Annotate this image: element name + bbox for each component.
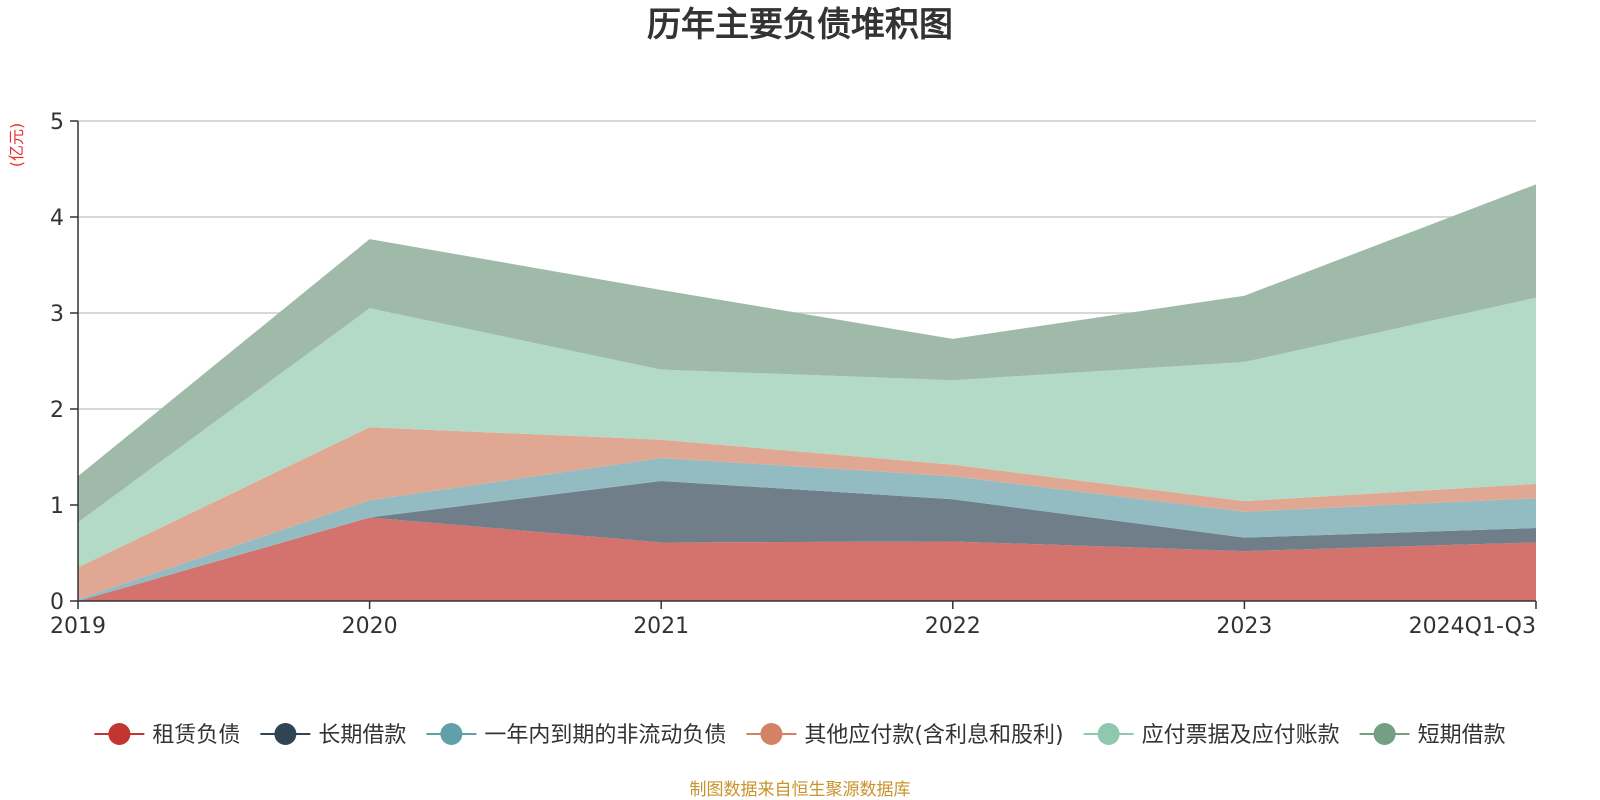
area-series-4	[78, 427, 1536, 600]
x-tick-label: 2019	[50, 614, 106, 639]
x-tick-label: 2022	[925, 614, 981, 639]
legend-label: 短期借款	[1418, 723, 1506, 748]
legend-marker	[274, 723, 297, 745]
legend-label: 租赁负债	[152, 723, 240, 748]
legend-item-5[interactable]: 应付票据及应付账款	[1083, 723, 1340, 748]
y-axis-unit: (亿元)	[7, 123, 26, 168]
legend-label: 应付票据及应付账款	[1142, 723, 1340, 748]
chart-title: 历年主要负债堆积图	[647, 5, 953, 45]
legend-label: 长期借款	[318, 723, 406, 748]
area-series-3	[78, 457, 1536, 601]
legend-marker	[440, 723, 463, 745]
legend-marker	[1373, 723, 1396, 745]
area-series-5	[78, 297, 1536, 568]
y-tick-label: 4	[50, 206, 64, 231]
x-tick-label: 2024Q1-Q3	[1409, 614, 1536, 639]
legend-item-3[interactable]: 一年内到期的非流动负债	[426, 723, 726, 748]
y-tick-label: 5	[50, 110, 64, 135]
x-tick-label: 2021	[633, 614, 689, 639]
legend-item-1[interactable]: 租赁负债	[94, 723, 240, 748]
data-source-note: 制图数据来自恒生聚源数据库	[690, 780, 911, 800]
legend[interactable]: 租赁负债 长期借款 一年内到期的非流动负债 其他应付款(含利息和股利) 应付票据及应付账…	[94, 723, 1506, 748]
area-series-1	[78, 517, 1536, 601]
area-series-layer	[78, 184, 1536, 601]
x-tick-label: 2023	[1216, 614, 1272, 639]
area-series-2	[78, 481, 1536, 601]
legend-item-6[interactable]: 短期借款	[1359, 723, 1506, 748]
y-tick-label: 1	[50, 494, 64, 519]
legend-item-2[interactable]: 长期借款	[260, 723, 406, 748]
y-tick-label: 3	[50, 302, 64, 327]
area-series-6	[78, 184, 1536, 523]
legend-item-4[interactable]: 其他应付款(含利息和股利)	[746, 723, 1064, 748]
x-tick-label: 2020	[342, 614, 398, 639]
y-tick-label: 2	[50, 398, 64, 423]
legend-marker	[1097, 723, 1120, 745]
legend-marker	[108, 723, 131, 745]
legend-marker	[760, 723, 783, 745]
axes: 0 1 2 3 4 5 2019 2020 2021 2022 2023 2024Q1-Q3	[50, 110, 1537, 639]
legend-label: 一年内到期的非流动负债	[484, 723, 726, 748]
y-tick-label: 0	[50, 590, 64, 615]
legend-label: 其他应付款(含利息和股利)	[804, 723, 1063, 748]
